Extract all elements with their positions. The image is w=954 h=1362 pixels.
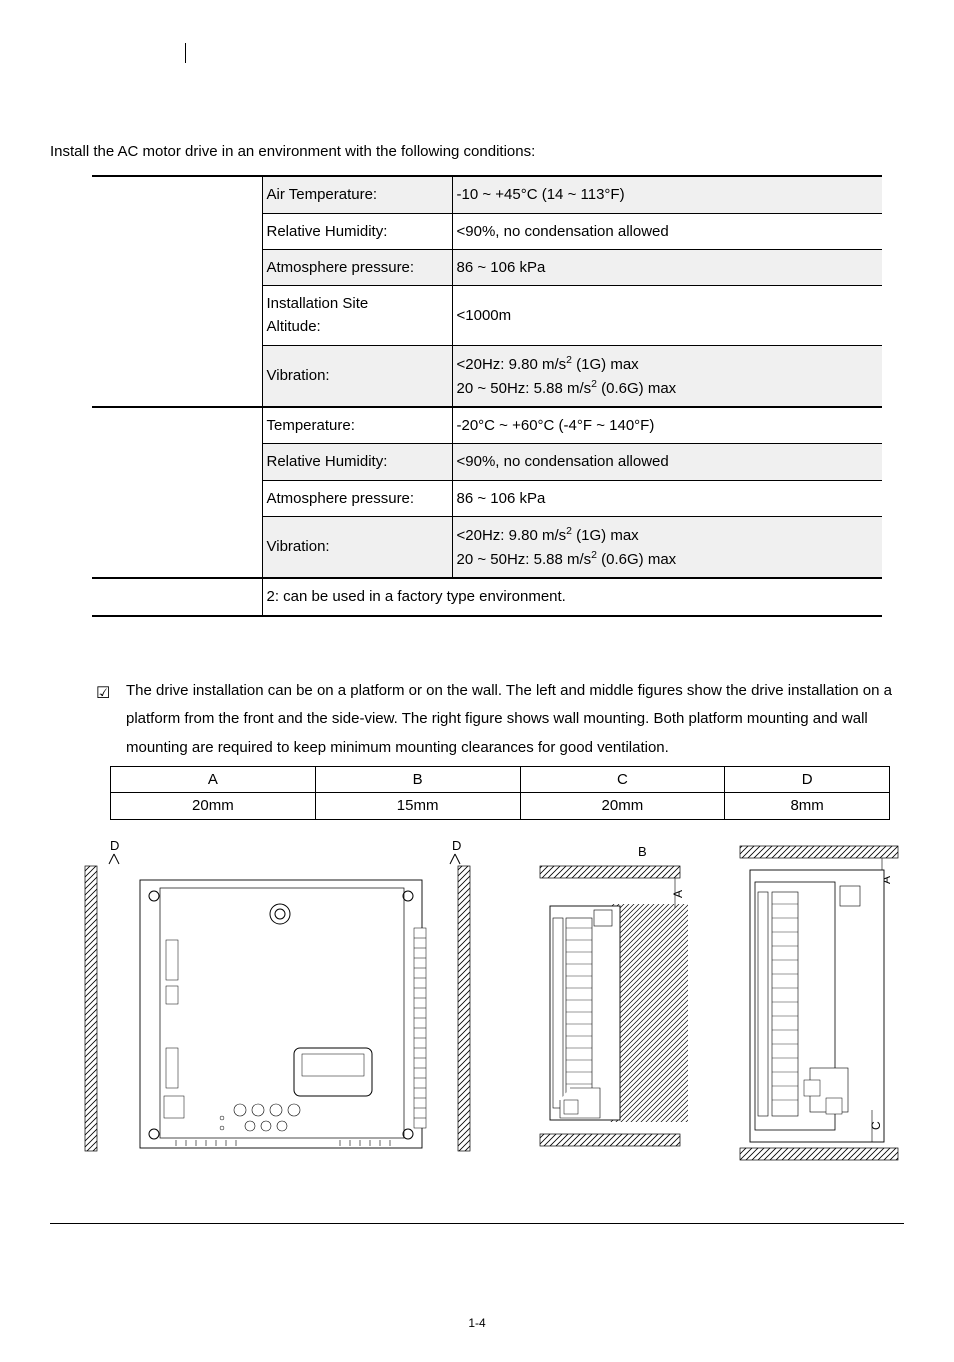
clearance-header: D (725, 767, 890, 793)
spec-value: <90%, no condensation allowed (452, 444, 882, 480)
svg-text:D: D (452, 838, 461, 853)
clearance-value: 8mm (725, 793, 890, 819)
spec-param: Relative Humidity: (262, 213, 452, 249)
spec-param: Relative Humidity: (262, 444, 452, 480)
intro-text: Install the AC motor drive in an environ… (50, 140, 904, 163)
spec-value: -20°C ~ +60°C (-4°F ~ 140°F) (452, 407, 882, 444)
specification-table: Air Temperature:-10 ~ +45°C (14 ~ 113°F)… (92, 175, 882, 616)
clearance-value: 15mm (315, 793, 520, 819)
clearance-header: A (111, 767, 316, 793)
clearance-header: B (315, 767, 520, 793)
spec-param: Installation SiteAltitude: (262, 286, 452, 346)
spec-full-row: 2: can be used in a factory type environ… (262, 578, 882, 615)
spec-param: Vibration: (262, 345, 452, 407)
footer-rule (50, 1223, 904, 1224)
checklist-item: ☑ The drive installation can be on a pla… (96, 677, 904, 763)
page-number: 1-4 (50, 1314, 904, 1333)
spec-value: 86 ~ 106 kPa (452, 480, 882, 516)
spec-group-label (92, 407, 262, 578)
clearance-table: ABCD 20mm15mm20mm8mm (110, 766, 890, 820)
spec-value: <20Hz: 9.80 m/s2 (1G) max20 ~ 50Hz: 5.88… (452, 516, 882, 578)
spec-value: -10 ~ +45°C (14 ~ 113°F) (452, 176, 882, 213)
svg-text:D: D (110, 838, 119, 853)
svg-text:A: A (671, 889, 685, 897)
svg-text:C: C (869, 1121, 883, 1130)
spec-value: <1000m (452, 286, 882, 346)
spec-group-label (92, 578, 262, 615)
checklist: ☑ The drive installation can be on a pla… (96, 677, 904, 763)
clearance-header: C (520, 767, 725, 793)
mounting-figures: D (80, 828, 900, 1173)
spec-group-label (92, 176, 262, 407)
clearance-value: 20mm (520, 793, 725, 819)
spec-value: <90%, no condensation allowed (452, 213, 882, 249)
checklist-text: The drive installation can be on a platf… (126, 682, 892, 756)
checkbox-icon: ☑ (96, 679, 110, 709)
clearance-value: 20mm (111, 793, 316, 819)
spec-param: Temperature: (262, 407, 452, 444)
svg-text:B: B (638, 844, 647, 859)
spec-value: 86 ~ 106 kPa (452, 249, 882, 285)
spec-param: Vibration: (262, 516, 452, 578)
spec-value: <20Hz: 9.80 m/s2 (1G) max20 ~ 50Hz: 5.88… (452, 345, 882, 407)
text-cursor (185, 43, 186, 63)
spec-param: Atmosphere pressure: (262, 249, 452, 285)
spec-param: Air Temperature: (262, 176, 452, 213)
spec-param: Atmosphere pressure: (262, 480, 452, 516)
